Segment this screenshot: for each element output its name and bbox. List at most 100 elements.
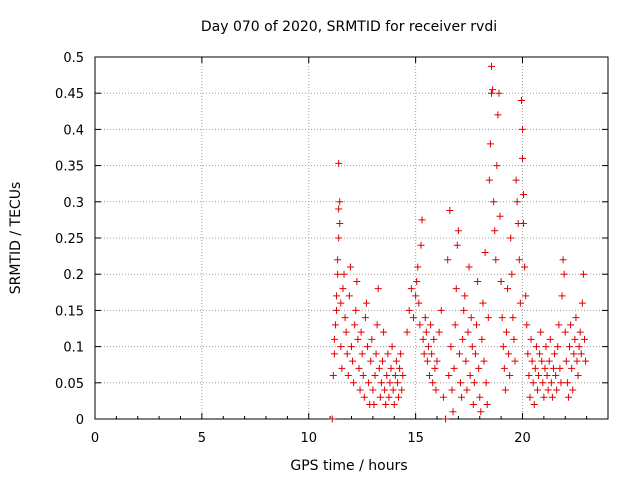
data-point (501, 386, 509, 394)
y-tick-label: 0.35 (55, 160, 84, 175)
data-point (492, 256, 500, 264)
data-point (422, 328, 430, 336)
y-tick-labels: 0 0.05 0.1 0.15 0.2 0.25 0.3 0.35 0.4 0.45 0.5 (55, 51, 84, 428)
data-point (395, 393, 403, 401)
data-point (490, 198, 498, 206)
data-point (389, 386, 397, 394)
data-point (500, 364, 508, 372)
data-point (568, 364, 576, 372)
data-point (474, 277, 482, 285)
data-point (499, 343, 507, 351)
data-point (457, 379, 465, 387)
data-point (475, 364, 483, 372)
plot-frame (94, 56, 609, 420)
data-point (427, 321, 435, 329)
data-point (386, 379, 394, 387)
data-point (333, 306, 341, 314)
data-point (378, 357, 386, 365)
data-point (468, 343, 476, 351)
y-tick-label: 0.4 (63, 123, 84, 138)
data-point (533, 386, 541, 394)
data-point (398, 386, 406, 394)
data-point (461, 292, 469, 300)
data-point (413, 277, 421, 285)
data-point (463, 386, 471, 394)
data-point (555, 321, 563, 329)
data-point (383, 372, 391, 380)
x-tick-label: 10 (300, 431, 317, 446)
data-point (371, 372, 379, 380)
data-point (556, 364, 564, 372)
data-point (335, 234, 343, 242)
data-point (509, 314, 517, 322)
data-point (541, 364, 549, 372)
data-point (549, 364, 557, 372)
data-point (355, 364, 363, 372)
data-point (539, 379, 547, 387)
data-point (352, 306, 360, 314)
data-point (346, 263, 354, 271)
data-point (409, 314, 417, 322)
data-point (516, 299, 524, 307)
data-point (495, 89, 503, 97)
data-point (537, 328, 545, 336)
data-point (524, 350, 532, 358)
data-point (473, 321, 481, 329)
data-point (496, 212, 504, 220)
data-point (520, 220, 528, 228)
data-point (532, 343, 540, 351)
data-point (437, 306, 445, 314)
data-point (335, 159, 343, 167)
data-point (559, 256, 567, 264)
y-axis-label: SRMTID / TECUs (8, 182, 24, 295)
data-point (464, 328, 472, 336)
data-point (574, 372, 582, 380)
data-point (335, 205, 343, 213)
data-point (447, 343, 455, 351)
data-point (416, 321, 424, 329)
data-point (342, 328, 350, 336)
data-point (553, 386, 561, 394)
data-point (421, 314, 429, 322)
data-point (455, 350, 463, 358)
x-tick-label: 20 (514, 431, 531, 446)
data-point (564, 393, 572, 401)
data-point (348, 343, 355, 351)
data-point (540, 393, 548, 401)
x-axis-label: GPS time / hours (290, 458, 407, 474)
data-point (504, 285, 512, 293)
data-point (448, 386, 456, 394)
data-point (351, 321, 359, 329)
data-point (545, 357, 553, 365)
data-point (376, 393, 384, 401)
data-point (387, 364, 395, 372)
data-point (531, 364, 539, 372)
data-point (442, 415, 450, 423)
data-point (482, 379, 490, 387)
data-points (328, 62, 590, 423)
data-point (538, 357, 546, 365)
data-point (575, 343, 583, 351)
data-point (345, 292, 353, 300)
data-point (510, 335, 518, 343)
data-point (505, 350, 513, 358)
data-point (407, 285, 415, 293)
data-point (458, 393, 466, 401)
y-tick-label: 0.3 (63, 196, 84, 211)
data-point (417, 241, 425, 249)
data-point (449, 408, 457, 416)
chart-title: Day 070 of 2020, SRMTID for receiver rvd… (201, 19, 497, 35)
data-point (337, 299, 345, 307)
data-point (430, 335, 438, 343)
data-point (530, 401, 538, 409)
data-point (361, 314, 369, 322)
y-tick-label: 0.5 (63, 51, 84, 66)
data-point (489, 86, 497, 94)
data-point (576, 328, 584, 336)
data-point (529, 379, 537, 387)
data-point (359, 372, 367, 380)
data-point (528, 357, 536, 365)
data-point (415, 299, 423, 307)
x-tick-label: 15 (407, 431, 424, 446)
data-point (511, 357, 519, 365)
